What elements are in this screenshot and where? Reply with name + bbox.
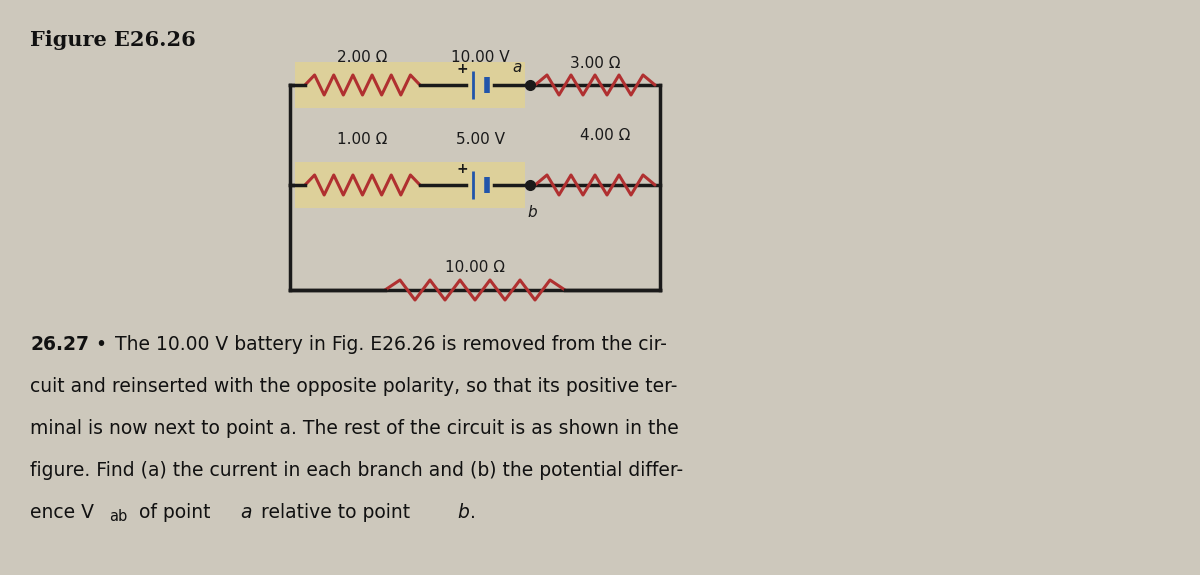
Text: 3.00 Ω: 3.00 Ω [570,56,620,71]
Text: a: a [240,503,252,522]
Text: figure. Find (a) the current in each branch and (b) the potential differ-: figure. Find (a) the current in each bra… [30,461,683,480]
Text: •: • [95,335,106,354]
Text: of point: of point [133,503,216,522]
Text: ence V: ence V [30,503,94,522]
Text: b: b [527,205,536,220]
Text: b: b [457,503,469,522]
Text: ab: ab [109,509,127,524]
Bar [295,62,526,108]
Text: 2.00 Ω: 2.00 Ω [337,49,388,64]
Text: 10.00 V: 10.00 V [451,49,509,64]
Text: The 10.00 V battery in Fig. E26.26 is removed from the cir-: The 10.00 V battery in Fig. E26.26 is re… [115,335,667,354]
Text: 4.00 Ω: 4.00 Ω [580,128,630,143]
Text: 26.27: 26.27 [30,335,89,354]
Text: 5.00 V: 5.00 V [456,132,504,148]
Text: cuit and reinserted with the opposite polarity, so that its positive ter-: cuit and reinserted with the opposite po… [30,377,677,396]
Text: Figure E26.26: Figure E26.26 [30,30,196,50]
Text: +: + [456,62,468,76]
Text: +: + [456,162,468,176]
Bar [295,162,526,208]
Text: 1.00 Ω: 1.00 Ω [337,132,388,148]
Text: a: a [512,59,522,75]
Text: .: . [470,503,476,522]
Text: relative to point: relative to point [256,503,416,522]
Text: minal is now next to point a. The rest of the circuit is as shown in the: minal is now next to point a. The rest o… [30,419,679,438]
Text: 10.00 Ω: 10.00 Ω [445,260,505,275]
